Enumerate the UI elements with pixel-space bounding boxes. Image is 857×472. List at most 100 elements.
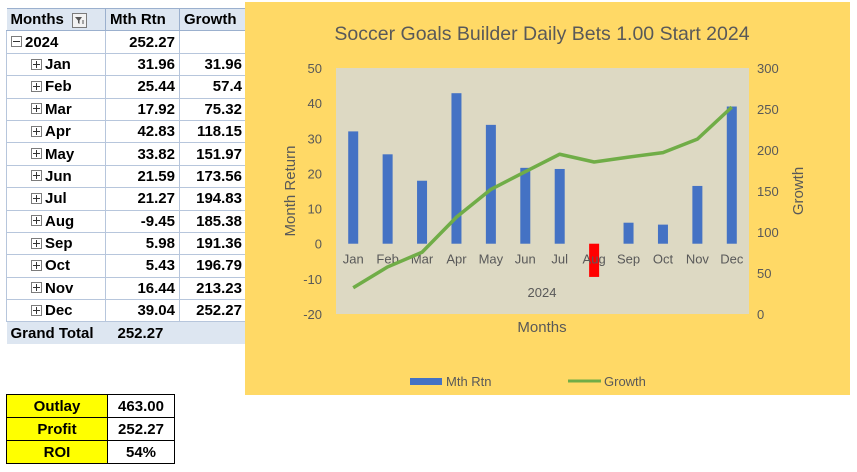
expand-icon[interactable] — [31, 170, 42, 182]
expand-icon[interactable] — [31, 58, 42, 70]
mth-rtn-value: 16.44 — [105, 276, 180, 301]
bar-sep — [623, 222, 634, 244]
expand-icon[interactable] — [31, 80, 42, 92]
growth-value: 213.23 — [179, 276, 247, 301]
grand-total-growth — [179, 321, 247, 345]
growth-value: 194.83 — [179, 187, 247, 211]
bar-aug — [589, 243, 600, 277]
bar-feb — [382, 154, 393, 244]
pivot-row-jan: Jan 31.96 31.96 — [6, 52, 247, 77]
expand-icon[interactable] — [31, 148, 42, 160]
x-tick-label: Aug — [583, 252, 606, 267]
pivot-row-oct: Oct 5.43 196.79 — [6, 254, 247, 278]
y2-tick-label: 200 — [757, 143, 779, 158]
bar-apr — [451, 93, 462, 244]
month-label: Oct — [45, 257, 71, 275]
expand-icon[interactable] — [31, 125, 42, 137]
pivot-row-jul: Jul 21.27 194.83 — [6, 187, 247, 211]
y2-tick-label: 100 — [757, 225, 779, 240]
x-tick-label: Jan — [343, 252, 364, 267]
grand-total-label: Grand Total — [6, 321, 106, 345]
month-cell[interactable]: Nov — [6, 276, 106, 301]
pivot-row-jun: Jun 21.59 173.56 — [6, 164, 247, 189]
y-tick-label: 50 — [308, 61, 322, 76]
month-label: Mar — [45, 100, 72, 118]
grand-total-row: Grand Total 252.27 — [6, 321, 247, 345]
growth-header: Growth — [179, 7, 247, 32]
roi-row: ROI 54% — [6, 440, 175, 464]
legend-label-mth-rtn: Mth Rtn — [446, 374, 492, 389]
mth-rtn-value: -9.45 — [105, 209, 180, 233]
collapse-icon[interactable] — [11, 36, 22, 48]
pivot-row-apr: Apr 42.83 118.15 — [6, 119, 247, 144]
month-cell[interactable]: May — [6, 142, 106, 166]
bar-nov — [692, 185, 703, 244]
y2-tick-label: 150 — [757, 184, 779, 199]
year-cell[interactable]: 2024 — [6, 30, 106, 54]
month-label: Jun — [45, 167, 72, 185]
month-cell[interactable]: Aug — [6, 209, 106, 233]
month-label: Dec — [45, 302, 73, 320]
summary-table: Outlay 463.00 Profit 252.27 ROI 54% — [6, 394, 175, 464]
pivot-row-may: May 33.82 151.97 — [6, 142, 247, 166]
pivot-row-dec: Dec 39.04 252.27 — [6, 299, 247, 323]
bar-may — [485, 124, 496, 244]
mth-rtn-value: 17.92 — [105, 97, 180, 121]
x-tick-label: Oct — [653, 252, 674, 267]
x-group-label: 2024 — [528, 285, 557, 300]
month-cell[interactable]: Jan — [6, 52, 106, 77]
growth-value: 75.32 — [179, 97, 247, 121]
x-tick-label: May — [479, 252, 504, 267]
month-cell[interactable]: Apr — [6, 119, 106, 144]
expand-icon[interactable] — [31, 192, 42, 204]
expand-icon[interactable] — [31, 215, 42, 227]
pivot-table: Months Mth Rtn Growth 2024 252.27 Jan 31.… — [6, 7, 247, 345]
month-cell[interactable]: Sep — [6, 231, 106, 256]
month-label: Aug — [45, 212, 75, 230]
expand-icon[interactable] — [31, 103, 42, 115]
x-tick-label: Dec — [720, 252, 744, 267]
mth-rtn-value: 42.83 — [105, 119, 180, 144]
year-mth-rtn: 252.27 — [105, 30, 180, 54]
bar-jul — [554, 168, 565, 244]
growth-value: 191.36 — [179, 231, 247, 256]
filter-icon[interactable] — [71, 12, 87, 28]
outlay-value: 463.00 — [107, 394, 175, 418]
chart-area[interactable]: Soccer Goals Builder Daily Bets 1.00 Sta… — [245, 2, 850, 395]
mth-rtn-value: 21.27 — [105, 187, 180, 211]
y2-axis-title: Growth — [790, 167, 807, 215]
month-label: Sep — [45, 235, 73, 253]
y-tick-label: 10 — [308, 202, 322, 217]
expand-icon[interactable] — [31, 304, 42, 316]
outlay-label: Outlay — [6, 394, 108, 418]
y-tick-label: 40 — [308, 96, 322, 111]
profit-label: Profit — [6, 417, 108, 441]
bar-jan — [348, 131, 359, 244]
pivot-row-feb: Feb 25.44 57.4 — [6, 75, 247, 99]
month-label: Jul — [45, 190, 67, 208]
growth-value: 57.4 — [179, 75, 247, 99]
x-tick-label: Apr — [446, 252, 467, 267]
month-label: Nov — [45, 279, 74, 297]
expand-icon[interactable] — [31, 282, 42, 294]
bar-jun — [520, 167, 531, 244]
growth-value: 196.79 — [179, 254, 247, 278]
month-cell[interactable]: Dec — [6, 299, 106, 323]
combo-chart: Soccer Goals Builder Daily Bets 1.00 Sta… — [282, 23, 807, 389]
growth-value: 185.38 — [179, 209, 247, 233]
month-cell[interactable]: Jun — [6, 164, 106, 189]
month-cell[interactable]: Feb — [6, 75, 106, 99]
mth-rtn-header: Mth Rtn — [105, 7, 180, 32]
bar-mar — [417, 180, 428, 244]
month-label: May — [45, 145, 75, 163]
month-cell[interactable]: Jul — [6, 187, 106, 211]
profit-row: Profit 252.27 — [6, 417, 175, 441]
month-cell[interactable]: Mar — [6, 97, 106, 121]
month-cell[interactable]: Oct — [6, 254, 106, 278]
expand-icon[interactable] — [31, 260, 42, 272]
months-header[interactable]: Months — [6, 7, 106, 32]
mth-rtn-value: 5.98 — [105, 231, 180, 256]
expand-icon[interactable] — [31, 237, 42, 249]
month-label: Apr — [45, 123, 71, 141]
growth-value: 118.15 — [179, 119, 247, 144]
